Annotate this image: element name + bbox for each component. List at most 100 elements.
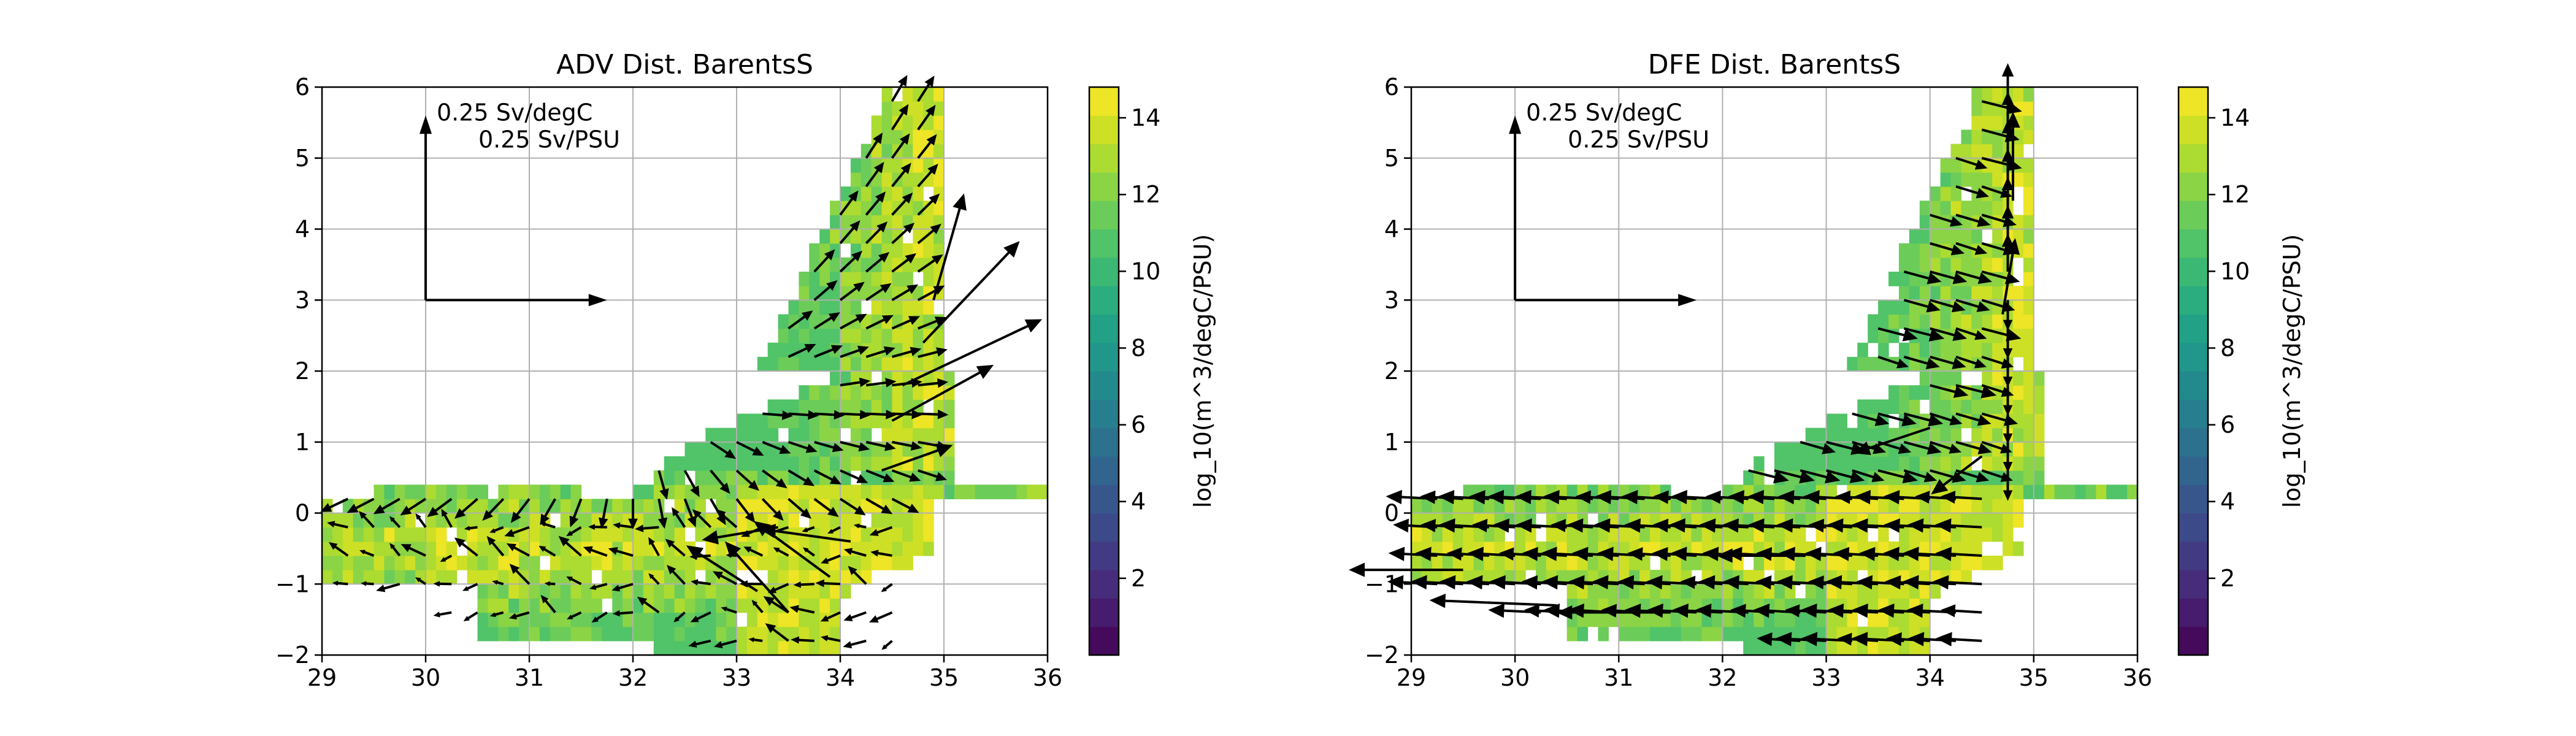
heatmap-cell xyxy=(1764,499,1775,514)
reference-arrows: 0.25 Sv/degC 0.25 Sv/PSU xyxy=(420,99,620,307)
heatmap-cell xyxy=(1940,314,1952,329)
arrow-head xyxy=(779,445,791,454)
heatmap-cell xyxy=(374,570,385,585)
colorbar-segment xyxy=(1089,626,1119,656)
arrow-head xyxy=(793,581,801,588)
heatmap-cell xyxy=(1754,612,1765,627)
heatmap-cell xyxy=(871,385,883,400)
arrow-head xyxy=(657,517,668,529)
heatmap-cell xyxy=(1619,499,1630,514)
colorbar-label: log_10(m^3/degC/PSU) xyxy=(1189,234,1216,508)
heatmap-cell xyxy=(1743,541,1754,556)
heatmap-cell xyxy=(1639,584,1650,599)
arrow-head xyxy=(1624,604,1641,618)
heatmap-cell xyxy=(1940,172,1952,187)
heatmap-cell xyxy=(1774,456,1785,471)
heatmap-cell xyxy=(684,598,696,613)
arrow-head xyxy=(873,132,883,144)
heatmap-cell xyxy=(519,626,530,642)
arrow-head xyxy=(433,611,440,618)
heatmap-cell xyxy=(1691,513,1703,528)
arrow-head xyxy=(1871,472,1885,483)
quiver-arrow xyxy=(2001,238,2020,315)
heatmap-cell xyxy=(612,570,623,585)
heatmap-cell xyxy=(2023,186,2034,201)
heatmap-cell xyxy=(674,470,686,485)
arrow-head xyxy=(1952,358,1966,369)
y-tick-label: −2 xyxy=(275,642,310,669)
arrow-head xyxy=(903,223,915,234)
arrow-head xyxy=(905,253,917,264)
quiver-arrow xyxy=(840,377,871,388)
colorbar-segment xyxy=(2179,87,2208,116)
arrow-head xyxy=(433,581,440,587)
y-tick-label: 0 xyxy=(1384,500,1399,527)
y-tick-label: 1 xyxy=(1384,429,1399,456)
heatmap-cell xyxy=(2013,314,2024,329)
heatmap-cell xyxy=(767,356,779,372)
quiver-arrow xyxy=(683,498,697,527)
heatmap-cell xyxy=(643,570,654,585)
arrow-head xyxy=(1698,575,1715,590)
colorbar-tick-label: 14 xyxy=(2220,104,2250,131)
heatmap-cell xyxy=(1587,555,1599,570)
arrow-head xyxy=(856,474,868,483)
heatmap-cell xyxy=(2023,215,2034,230)
heatmap-cell xyxy=(923,527,934,542)
heatmap-cell xyxy=(643,555,654,570)
heatmap-cell xyxy=(684,612,696,627)
quiver-arrow xyxy=(802,547,815,557)
arrow-head xyxy=(2003,377,2013,388)
heatmap-cell xyxy=(778,612,789,627)
quiver-arrow xyxy=(672,507,686,528)
heatmap-cell xyxy=(1919,243,1931,258)
heatmap-cell xyxy=(1878,456,1889,471)
heatmap-cell xyxy=(623,626,634,642)
arrow-head xyxy=(824,249,835,261)
heatmap-cell xyxy=(1701,499,1713,514)
arrow-head xyxy=(1541,575,1558,590)
heatmap-cell xyxy=(1836,456,1847,471)
arrow-head xyxy=(937,378,949,388)
heatmap-cell xyxy=(2023,201,2034,215)
heatmap-cell xyxy=(1857,427,1868,443)
heatmap-cell xyxy=(1535,555,1547,570)
heatmap-cell xyxy=(560,626,572,642)
heatmap-cell xyxy=(1898,612,1910,627)
heatmap-cell xyxy=(1650,527,1661,542)
heatmap-cell xyxy=(2023,300,2034,315)
heatmap-cell xyxy=(1919,570,1931,585)
heatmap-cell xyxy=(705,584,716,599)
heatmap-cell xyxy=(830,229,841,244)
heatmap-cell xyxy=(1764,485,1775,499)
heatmap-cell xyxy=(871,300,883,315)
heatmap-cell xyxy=(1795,541,1806,556)
heatmap-cell xyxy=(913,513,924,528)
y-tick-label: 2 xyxy=(1384,358,1399,385)
arrow-head xyxy=(1652,518,1669,533)
heatmap-cell xyxy=(653,612,665,627)
quiver-arrow xyxy=(1981,440,2013,454)
arrow-head xyxy=(1551,519,1566,532)
arrow-head xyxy=(1884,575,1901,590)
heatmap-cell xyxy=(737,485,748,499)
heatmap-cell xyxy=(1452,513,1464,528)
heatmap-cell xyxy=(1774,612,1785,627)
quiver-arrow xyxy=(840,313,867,330)
heatmap-cell xyxy=(1982,257,1993,272)
arrow-head xyxy=(1726,546,1742,561)
y-tick-label: 4 xyxy=(1384,216,1399,243)
heatmap-cell xyxy=(539,527,551,542)
arrow-head xyxy=(569,515,579,527)
colorbar-segment xyxy=(2179,626,2208,656)
heatmap-cell xyxy=(1971,555,1982,570)
heatmap-cell xyxy=(1515,527,1526,542)
heatmap-cell xyxy=(830,385,841,400)
heatmap-cell xyxy=(1992,399,2003,415)
heatmap-cell xyxy=(550,541,561,556)
heatmap-cell xyxy=(1950,229,1962,244)
quiver-arrow xyxy=(865,378,897,388)
heatmap-cell xyxy=(1619,584,1630,599)
quiver-arrow xyxy=(635,524,659,532)
quiver-arrow xyxy=(454,497,478,519)
